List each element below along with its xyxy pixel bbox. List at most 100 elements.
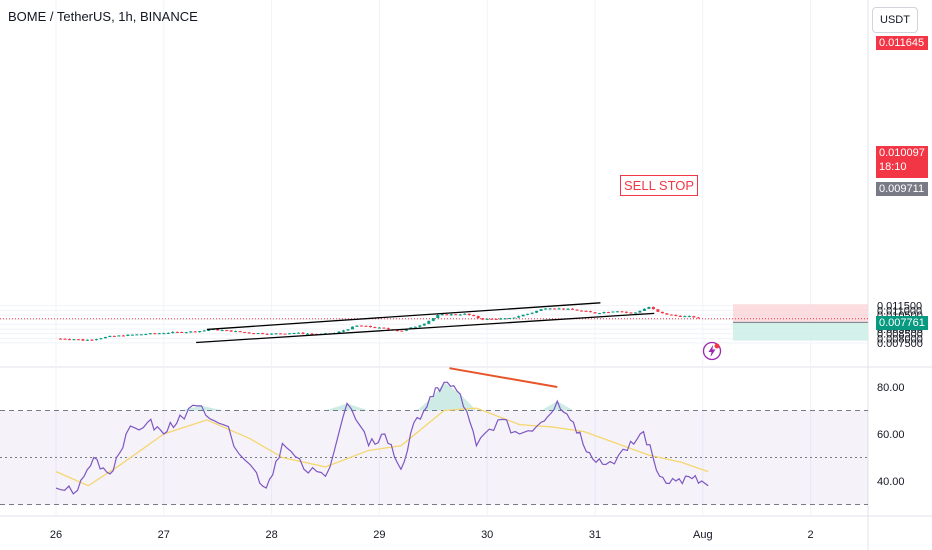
candle-body xyxy=(517,316,521,318)
candle-body xyxy=(121,335,125,337)
candle-body xyxy=(364,325,368,327)
candle-body xyxy=(157,333,161,335)
candle-body xyxy=(458,314,462,316)
candle-body xyxy=(247,332,251,334)
candle-body xyxy=(642,308,646,311)
price-tick-label: 0.008500 xyxy=(877,329,923,341)
lightning-bolt-icon[interactable] xyxy=(702,341,722,361)
candle-body xyxy=(544,308,548,310)
candle-body xyxy=(472,315,476,317)
price-tick-label: 0.011500 xyxy=(877,301,922,313)
candle-body xyxy=(301,332,305,334)
candle-body xyxy=(130,334,134,336)
candle-body xyxy=(198,331,202,333)
candle-body xyxy=(346,329,350,331)
candle-body xyxy=(539,309,543,311)
candle-body xyxy=(63,338,67,340)
candle-body xyxy=(243,331,247,333)
time-tick-label: 31 xyxy=(589,529,601,541)
candle-body xyxy=(548,308,552,310)
candle-body xyxy=(431,318,435,321)
candle-body xyxy=(265,333,269,335)
candle-body xyxy=(377,327,381,329)
candle-body xyxy=(189,331,193,333)
candle-body xyxy=(341,330,345,332)
candle-body xyxy=(624,311,628,313)
rsi-overbought-fill xyxy=(56,382,709,411)
rsi-tick-label: 60.00 xyxy=(877,429,905,441)
candle-body xyxy=(660,311,664,314)
candle-body xyxy=(400,330,404,332)
candle-body xyxy=(571,308,575,310)
price-tick-label: 0.011000 xyxy=(877,305,922,317)
candle-body xyxy=(297,332,301,334)
time-tick-label: 30 xyxy=(481,529,493,541)
candle-body xyxy=(386,328,390,330)
candle-body xyxy=(162,333,166,335)
candle-body xyxy=(288,333,292,335)
time-tick-label: 29 xyxy=(373,529,385,541)
candle-body xyxy=(171,331,175,333)
candle-body xyxy=(153,333,157,335)
candle-body xyxy=(103,336,107,339)
candle-body xyxy=(283,333,287,335)
entry-price-label: 0.009711 xyxy=(876,182,928,196)
candle-body xyxy=(76,339,80,341)
candle-body xyxy=(148,333,152,335)
candle-body xyxy=(575,309,579,311)
candle-body xyxy=(427,320,431,324)
currency-button[interactable]: USDT xyxy=(872,7,918,33)
candle-body xyxy=(368,325,372,328)
stop-price-label: 0.011645 xyxy=(876,36,928,50)
candle-body xyxy=(139,334,143,336)
candle-body xyxy=(656,309,660,312)
candle-body xyxy=(234,331,238,333)
candle-body xyxy=(481,318,485,320)
candle-body xyxy=(184,332,188,334)
candle-body xyxy=(270,333,274,335)
rsi-tick-label: 80.00 xyxy=(877,382,905,394)
candle-body xyxy=(252,333,256,335)
price-tick-label: 0.007500 xyxy=(877,338,923,350)
candle-body xyxy=(99,338,103,340)
candle-body xyxy=(526,313,530,315)
candle-body xyxy=(602,312,606,314)
candle-body xyxy=(494,318,498,320)
candle-body xyxy=(593,312,597,314)
candle-body xyxy=(90,339,94,341)
candle-body xyxy=(261,333,265,335)
candle-body xyxy=(418,325,422,327)
candle-body xyxy=(112,335,116,337)
candle-body xyxy=(72,339,76,341)
candle-body xyxy=(530,312,534,314)
candle-body xyxy=(597,313,601,315)
candle-body xyxy=(94,339,98,341)
countdown-value: 18:10 xyxy=(879,161,907,173)
candle-body xyxy=(202,330,206,332)
candle-body xyxy=(463,313,467,315)
candle-body xyxy=(404,328,408,331)
target-price-label: 0.007761 xyxy=(876,316,928,330)
sell-stop-annotation: SELL STOP xyxy=(620,175,699,196)
take-profit-zone xyxy=(732,322,868,341)
candle-body xyxy=(467,313,471,316)
candle-body xyxy=(306,333,310,335)
time-tick-label: Aug xyxy=(693,529,713,541)
candle-body xyxy=(678,315,682,317)
candle-body xyxy=(476,316,480,319)
candle-body xyxy=(126,334,130,336)
candle-body xyxy=(220,330,224,332)
time-tick-label: 26 xyxy=(50,529,62,541)
candle-body xyxy=(449,314,453,316)
price-tick-label: 0.008000 xyxy=(877,333,923,345)
candle-body xyxy=(440,314,444,316)
symbol-title[interactable]: BOME / TetherUS, 1h, BINANCE xyxy=(8,9,198,24)
candle-body xyxy=(355,325,359,327)
candle-body xyxy=(166,332,170,334)
candle-body xyxy=(409,327,413,329)
candle-body xyxy=(310,333,314,335)
candle-body xyxy=(58,338,62,340)
candle-body xyxy=(117,335,121,337)
candle-body xyxy=(580,310,584,312)
